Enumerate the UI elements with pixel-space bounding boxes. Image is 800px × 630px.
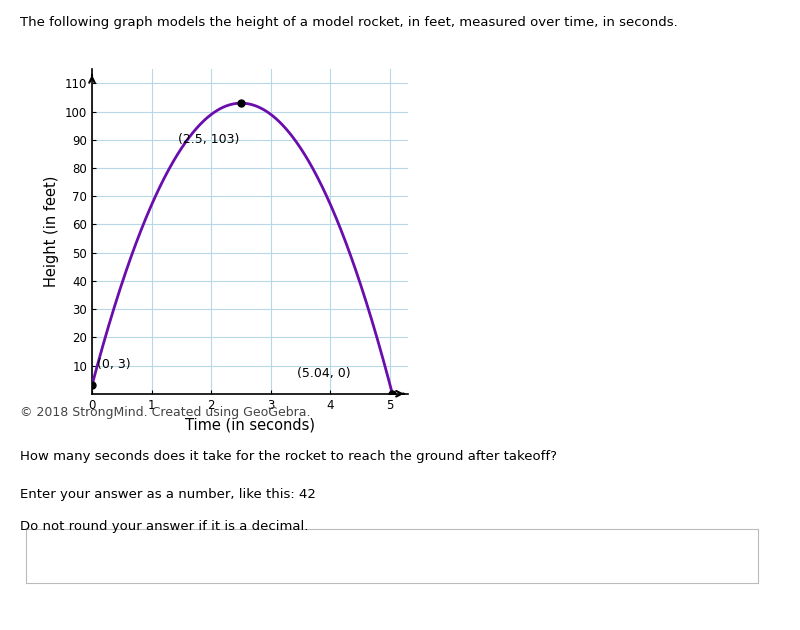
- X-axis label: Time (in seconds): Time (in seconds): [185, 417, 315, 432]
- Text: How many seconds does it take for the rocket to reach the ground after takeoff?: How many seconds does it take for the ro…: [20, 450, 557, 464]
- Text: Do not round your answer if it is a decimal.: Do not round your answer if it is a deci…: [20, 520, 308, 533]
- Text: © 2018 StrongMind. Created using GeoGebra.: © 2018 StrongMind. Created using GeoGebr…: [20, 406, 310, 420]
- Text: (5.04, 0): (5.04, 0): [297, 367, 350, 380]
- Text: (2.5, 103): (2.5, 103): [178, 133, 240, 146]
- Text: The following graph models the height of a model rocket, in feet, measured over : The following graph models the height of…: [20, 16, 678, 29]
- Text: Enter your answer as a number, like this: 42: Enter your answer as a number, like this…: [20, 488, 316, 501]
- Y-axis label: Height (in feet): Height (in feet): [44, 176, 59, 287]
- Text: (0, 3): (0, 3): [97, 358, 130, 371]
